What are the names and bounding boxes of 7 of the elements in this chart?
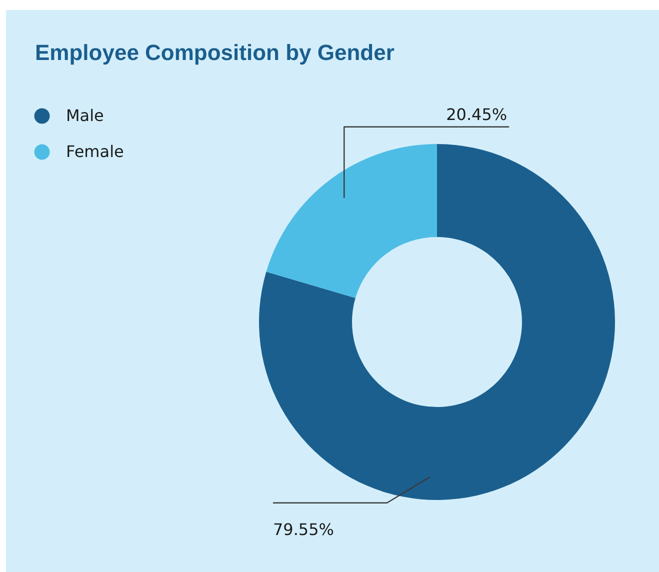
donut-slice bbox=[266, 144, 437, 298]
data-label: 79.55% bbox=[272, 520, 334, 539]
donut-slice bbox=[259, 144, 615, 500]
legend-label: Male bbox=[66, 106, 104, 125]
legend-label: Female bbox=[66, 142, 124, 161]
chart-title: Employee Composition by Gender bbox=[35, 40, 395, 65]
data-label: 20.45% bbox=[446, 104, 508, 124]
